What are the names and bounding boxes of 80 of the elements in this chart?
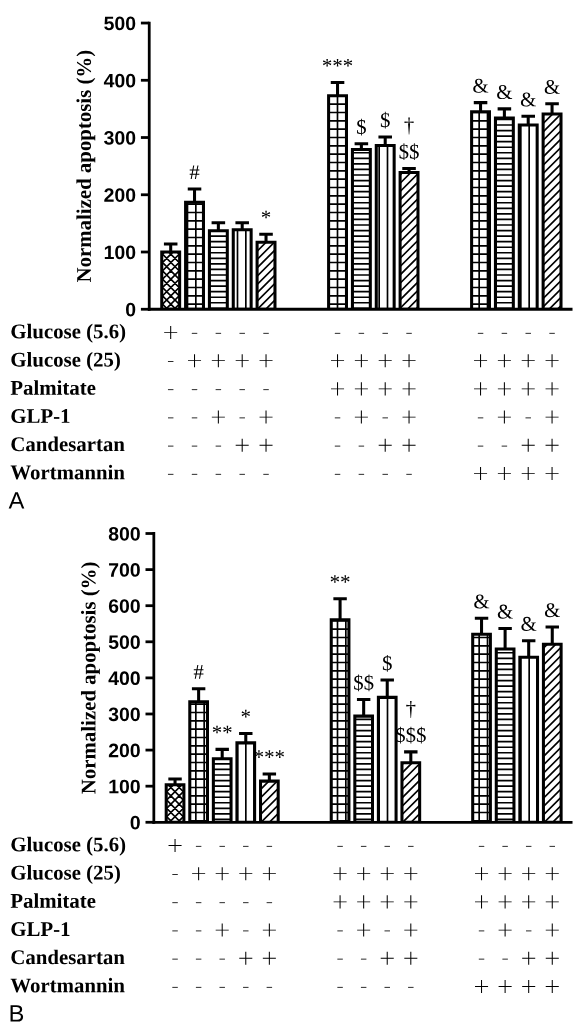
x-tick-label: - + + + + - (404, 845, 418, 988)
text: Glucose (25) (11, 352, 120, 371)
x-tick-label: - + + + + - (402, 332, 416, 475)
y-tick-label: 300 (104, 130, 136, 145)
annotation: * (241, 709, 250, 718)
annotation: *** (254, 750, 284, 758)
text: Palmitate (10, 893, 96, 908)
category-label: - + + + - - (354, 332, 368, 475)
annotation: & (497, 604, 513, 619)
annotation: # (189, 165, 200, 180)
category-label: - + + - - + (475, 845, 489, 994)
y-axis-title: Normalized apoptosis (%) (76, 50, 96, 283)
annotation: $ (357, 118, 366, 136)
x-tick-label: - + + - + - (378, 332, 392, 475)
annotation: # (193, 665, 204, 679)
category-label: - + + - - - (333, 845, 347, 988)
y-tick-label: 400 (103, 73, 136, 88)
annotation: & (497, 85, 513, 100)
annotation: *** (322, 58, 353, 67)
x-tick-label: - + + + - + (497, 332, 511, 480)
category-label: - + - - - - (192, 845, 206, 988)
y-tick-label: 500 (104, 16, 136, 31)
text: Glucose (5.6) (11, 323, 126, 343)
text: Glucose (25) (11, 865, 120, 884)
text: Palmitate (10, 380, 96, 395)
y-tick-label: 500 (108, 635, 140, 650)
annotation: & (544, 603, 560, 618)
y-axis-title: Normalized apoptosis (%) (80, 562, 100, 794)
x-tick-label: - + - + + - (259, 332, 273, 475)
category-label: - + - + - - (215, 845, 229, 988)
text: Candesartan (11, 436, 125, 452)
annotation: & (520, 92, 536, 107)
y-tick-label: 200 (108, 743, 140, 758)
y-tick-label: 300 (108, 707, 140, 722)
x-tick-label: - + + + - + (498, 845, 512, 994)
text: A (8, 492, 25, 509)
y-tick-label: 200 (104, 188, 136, 202)
text: Wortmannin (10, 977, 125, 993)
annotation: $ (380, 111, 390, 129)
y-tick-label: 400 (108, 671, 140, 686)
text: GLP-1 (11, 409, 70, 424)
y-tick-label: 100 (109, 779, 140, 794)
annotation: $$ (354, 674, 374, 692)
x-tick-label: - + + - + + (521, 332, 535, 480)
x-tick-label: - + + - + + (522, 845, 536, 994)
annotation: $ (382, 654, 392, 672)
annotation: & (474, 594, 490, 609)
annotation: & (544, 79, 560, 94)
x-tick-label: - + + + + + (545, 332, 559, 480)
y-tick-label: 0 (130, 815, 140, 830)
category-label: - + - - - - (188, 332, 202, 475)
category-label: - + + - - - (331, 332, 345, 475)
text: Candesartan (11, 949, 125, 965)
x-tick-label: - + + + + + (545, 845, 559, 994)
annotation: * (261, 210, 271, 219)
annotation: $$ (399, 143, 419, 161)
category-label: - + + + - - (357, 845, 371, 988)
y-tick-label: 700 (109, 563, 140, 577)
text: Wortmannin (10, 464, 125, 480)
text: Glucose (5.6) (11, 836, 126, 856)
y-tick-label: 0 (126, 302, 136, 317)
annotation: ** (330, 575, 350, 583)
x-tick-label: - + + - + - (380, 845, 394, 988)
y-tick-label: 600 (108, 599, 140, 613)
category-label: + - - - - - (164, 325, 178, 475)
category-label: - + - - + - (235, 332, 249, 475)
category-label: - + + - - + (474, 332, 488, 480)
text: B (10, 1005, 24, 1022)
category-label: - + - - + - (239, 845, 253, 988)
text: GLP-1 (11, 922, 70, 937)
y-tick-label: 100 (104, 245, 136, 260)
annotation: & (473, 78, 489, 93)
annotation: † (406, 701, 416, 718)
annotation: & (521, 616, 537, 631)
category-label: - + - + - - (211, 332, 225, 475)
annotation: † (404, 117, 414, 135)
x-tick-label: - + - + + - (262, 845, 276, 988)
category-label: + - - - - - (168, 838, 182, 988)
y-tick-label: 800 (108, 526, 140, 541)
annotation: ** (212, 725, 232, 734)
